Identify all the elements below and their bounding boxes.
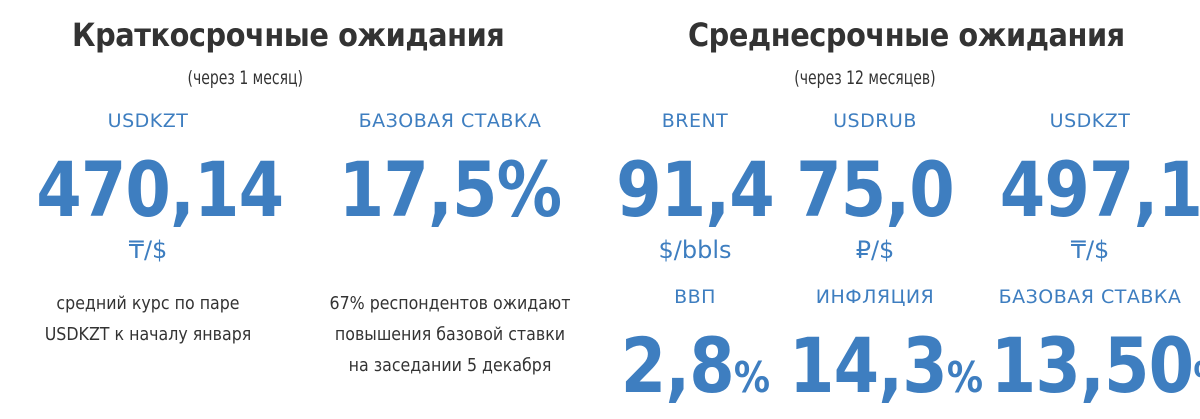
short-usdkzt-note: средний курс по паре USDKZT к началу янв… [34, 288, 263, 350]
brent-label: BRENT [661, 110, 729, 132]
inflation-label: ИНФЛЯЦИЯ [815, 286, 935, 308]
short-usdkzt-unit: ₸/$ [128, 236, 168, 264]
mid-term-subtitle: (через 12 месяцев) [794, 67, 936, 89]
inflation-value: 14,3 [789, 321, 948, 410]
short-base-rate-note: 67% респондентов ожидают повышения базов… [318, 288, 582, 381]
short-base-rate-note-line2: повышения базовой ставки [334, 324, 566, 345]
gdp-percent: % [733, 353, 770, 402]
usdrub-label: USDRUB [833, 110, 917, 132]
mid-base-rate-value: 13,50 [990, 321, 1194, 410]
short-term-title: Краткосрочные ожидания [72, 16, 505, 54]
mid-base-rate-value-wrap: 13,50% [991, 328, 1200, 404]
short-base-rate-value: 17,5% [338, 145, 562, 234]
mid-base-rate-percent: % [1193, 353, 1200, 402]
mid-base-rate-label: БАЗОВАЯ СТАВКА [998, 286, 1182, 308]
mid-usdkzt-value: 497,1 [999, 145, 1200, 234]
gdp-value-wrap: 2,8% [618, 328, 773, 404]
mid-term-title: Среднесрочные ожидания [688, 16, 1125, 54]
short-usdkzt-note-line1: средний курс по паре [56, 293, 240, 314]
inflation-percent: % [946, 353, 983, 402]
short-usdkzt-note-line2: USDKZT к началу января [44, 324, 252, 345]
mid-usdkzt-unit: ₸/$ [1070, 236, 1110, 264]
mid-usdkzt-label: USDKZT [1049, 110, 1131, 132]
short-usdkzt-label: USDKZT [107, 110, 189, 132]
short-base-rate-label: БАЗОВАЯ СТАВКА [358, 110, 542, 132]
short-term-subtitle: (через 1 месяц) [187, 67, 304, 89]
short-usdkzt-value: 470,14 [36, 145, 284, 234]
gdp-value: 2,8 [620, 321, 735, 410]
inflation-value-wrap: 14,3% [789, 328, 983, 404]
brent-unit: $/bbls [658, 236, 732, 264]
gdp-label: ВВП [674, 286, 716, 308]
usdrub-unit: ₽/$ [855, 236, 895, 264]
usdrub-value: 75,0 [796, 145, 955, 234]
short-base-rate-note-line1: 67% респондентов ожидают [329, 293, 571, 314]
brent-value: 91,4 [616, 145, 775, 234]
short-base-rate-note-line3: на заседании 5 декабря [348, 355, 552, 376]
